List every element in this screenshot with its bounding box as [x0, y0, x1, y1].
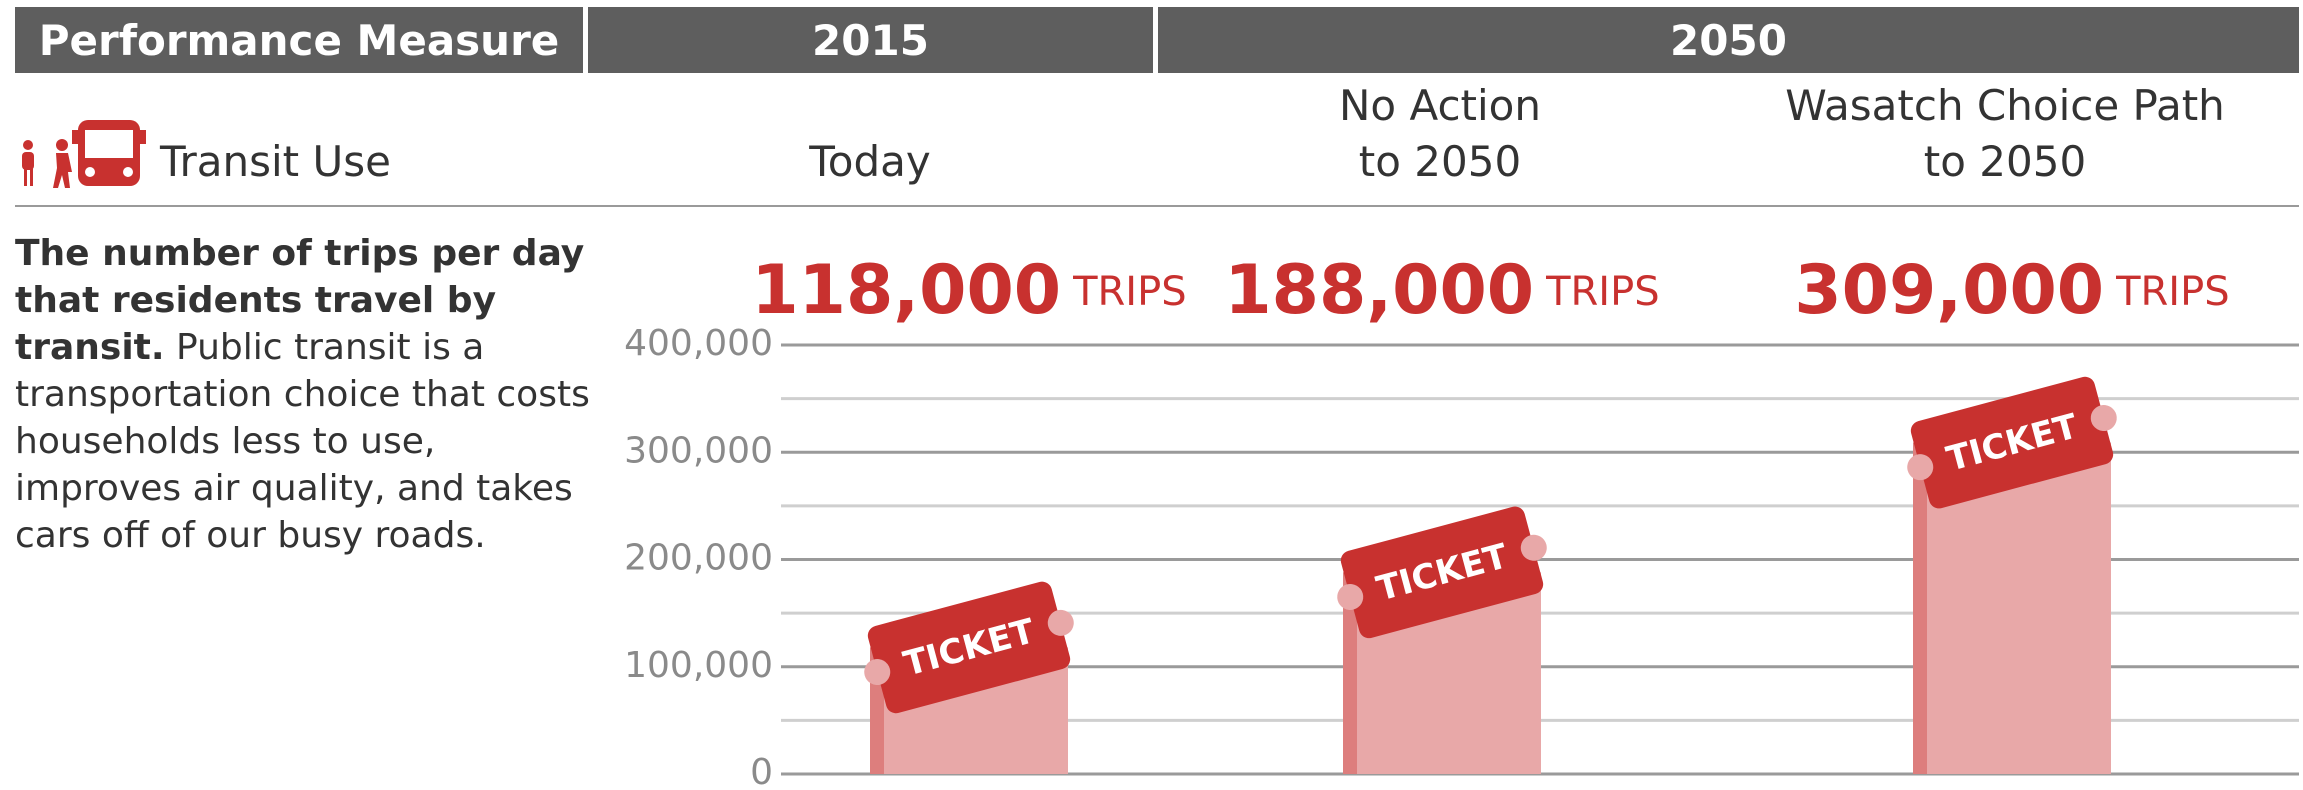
header-cell: 2050 — [1158, 7, 2299, 73]
header-cell: 2015 — [588, 7, 1153, 73]
column-heading: Wasatch Choice Path to 2050 — [1785, 81, 2225, 186]
bar-shade — [1913, 442, 1927, 774]
ticket-body — [1910, 376, 2114, 509]
y-tick-label: 0 — [750, 752, 773, 790]
description-text: Public transit is a transportation choic… — [15, 327, 590, 556]
ticket-body — [1340, 506, 1544, 639]
value-unit: TRIPS — [1072, 269, 1187, 315]
header-cell: Performance Measure — [15, 7, 583, 73]
y-tick-label: 200,000 — [624, 538, 773, 579]
value-number: 188,000 — [1224, 251, 1534, 330]
ticket-notch — [1520, 534, 1547, 561]
ticket-body — [867, 581, 1071, 714]
value-label: 118,000 TRIPS — [751, 251, 1186, 330]
ticket-notch — [1047, 609, 1074, 636]
y-tick-label: 400,000 — [624, 323, 773, 364]
ticket-notch — [1337, 583, 1364, 610]
measure-name: Transit Use — [160, 137, 391, 186]
column-heading: No Action to 2050 — [1338, 81, 1541, 186]
bar-shade — [1343, 572, 1357, 774]
ticket-notch — [2090, 405, 2117, 432]
value-label: 309,000 TRIPS — [1794, 251, 2229, 330]
ticket-notch — [864, 659, 891, 686]
value-label: 188,000 TRIPS — [1224, 251, 1659, 330]
value-number: 118,000 — [751, 251, 1061, 330]
description: The number of trips per day that residen… — [15, 230, 590, 559]
y-tick-label: 300,000 — [624, 430, 773, 471]
value-unit: TRIPS — [2115, 269, 2230, 315]
description-bold: The number of trips per day that residen… — [15, 233, 585, 368]
ticket-notch — [1907, 454, 1934, 481]
column-heading: Today — [809, 137, 931, 186]
ticket: TICKET — [1907, 376, 2117, 509]
transit-icon — [22, 120, 146, 188]
ticket: TICKET — [864, 581, 1074, 714]
y-tick-label: 100,000 — [624, 645, 773, 686]
value-unit: TRIPS — [1545, 269, 1660, 315]
value-number: 309,000 — [1794, 251, 2104, 330]
ticket: TICKET — [1337, 506, 1547, 639]
